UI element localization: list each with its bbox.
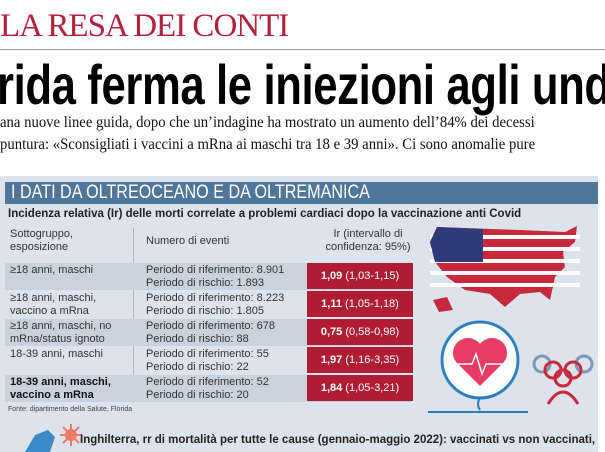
cell-events: Periodo di riferimento: 55 Periodo di ris… [146,348,306,374]
cell-ir: 0,75 (0,58-0,98) [307,319,413,345]
source-note: Fonte: dipartimento della Salute, Florid… [8,406,133,413]
header-subgroup: Sottogruppo, esposizione [10,228,73,253]
infographic-subtitle: Incidenza relativa (Ir) delle morti corr… [8,208,522,220]
reference-period: Periodo di riferimento: 52 [146,376,269,388]
risk-period: Periodo di rischio: 1.893 [146,277,265,289]
confidence-interval: (1,03-1,15) [345,270,400,282]
confidence-interval: (1,05-3,21) [345,382,400,394]
ir-value: 1,84 [320,382,343,394]
cell-events: Periodo di riferimento: 8.901 Periodo di … [146,264,306,290]
cell-subgroup: ≥18 anni, maschi [10,264,94,276]
divider [0,49,605,50]
table-row: 18-39 anni, maschi, vaccino a mRna Perio… [5,375,413,402]
cell-subgroup: ≥18 anni, maschi, vaccino a mRna [10,292,97,317]
heart-monitor-icon [428,320,528,413]
infographic-panel [0,176,598,452]
kicker: LA RESA DEI CONTI [0,8,289,44]
ir-value: 0,75 [320,326,343,338]
subhead-line: puntura: «Sconsigliati i vaccini a mRna … [0,136,536,153]
cell-subgroup: ≥18 anni, maschi, no mRna/status ignoto [10,320,112,345]
table-row: ≥18 anni, maschi, no mRna/status ignoto … [5,319,413,346]
cell-subgroup: 18-39 anni, maschi [10,348,103,360]
confidence-interval: (1,16-3,35) [345,354,400,366]
table-row: ≥18 anni, maschi, vaccino a mRna Periodo… [5,291,413,318]
reference-period: Periodo di riferimento: 55 [146,348,269,360]
infographic-title: I DATI DA OLTREOCEANO E DA OLTREMANICA [5,182,598,204]
cell-events: Periodo di riferimento: 8.223 Periodo di … [146,292,306,318]
virus-icon [60,424,82,446]
us-flag-map-icon [430,226,580,312]
ir-value: 1,09 [320,270,343,282]
table-row: 18-39 anni, maschi Periodo di riferiment… [5,347,413,374]
cell-ir: 1,09 (1,03-1,15) [307,263,413,289]
table-row: ≥18 anni, maschi Periodo di riferimento:… [5,263,413,290]
cell-subgroup: 18-39 anni, maschi, vaccino a mRna [10,376,111,401]
cell-ir: 1,84 (1,05-3,21) [307,375,413,401]
ir-value: 1,97 [320,354,343,366]
confidence-interval: (1,05-1,18) [345,298,399,310]
cell-events: Periodo di riferimento: 52 Periodo di ris… [146,376,306,402]
reference-period: Periodo di riferimento: 8.223 [146,292,285,304]
headline: rida ferma le iniezioni agli und [0,53,605,116]
england-map-icon [25,430,55,452]
cell-ir: 1,97 (1,16-3,35) [307,347,413,373]
cell-events: Periodo di riferimento: 678 Periodo di ri… [146,320,306,346]
column-divider [133,228,134,403]
cell-ir: 1,11 (1,05-1,18) [307,291,413,317]
risk-period: Periodo di rischio: 22 [146,361,249,373]
reference-period: Periodo di riferimento: 8.901 [146,264,285,276]
header-events: Numero di eventi [146,235,230,247]
footer-caption: Inghilterra, rr di mortalità per tutte l… [80,434,596,446]
risk-period: Periodo di rischio: 20 [146,389,249,401]
risk-period: Periodo di rischio: 1.805 [146,305,265,317]
reference-period: Periodo di riferimento: 678 [146,320,276,332]
ir-value: 1,11 [321,298,342,310]
confidence-interval: (0,58-0,98) [345,326,400,338]
people-group-icon [532,354,594,405]
header-ir: Ir (intervallo di confidenza: 95%) [325,228,411,253]
subhead-line: ana nuove linee guida, dopo che un’indag… [0,114,535,131]
risk-period: Periodo di rischio: 88 [146,333,249,345]
